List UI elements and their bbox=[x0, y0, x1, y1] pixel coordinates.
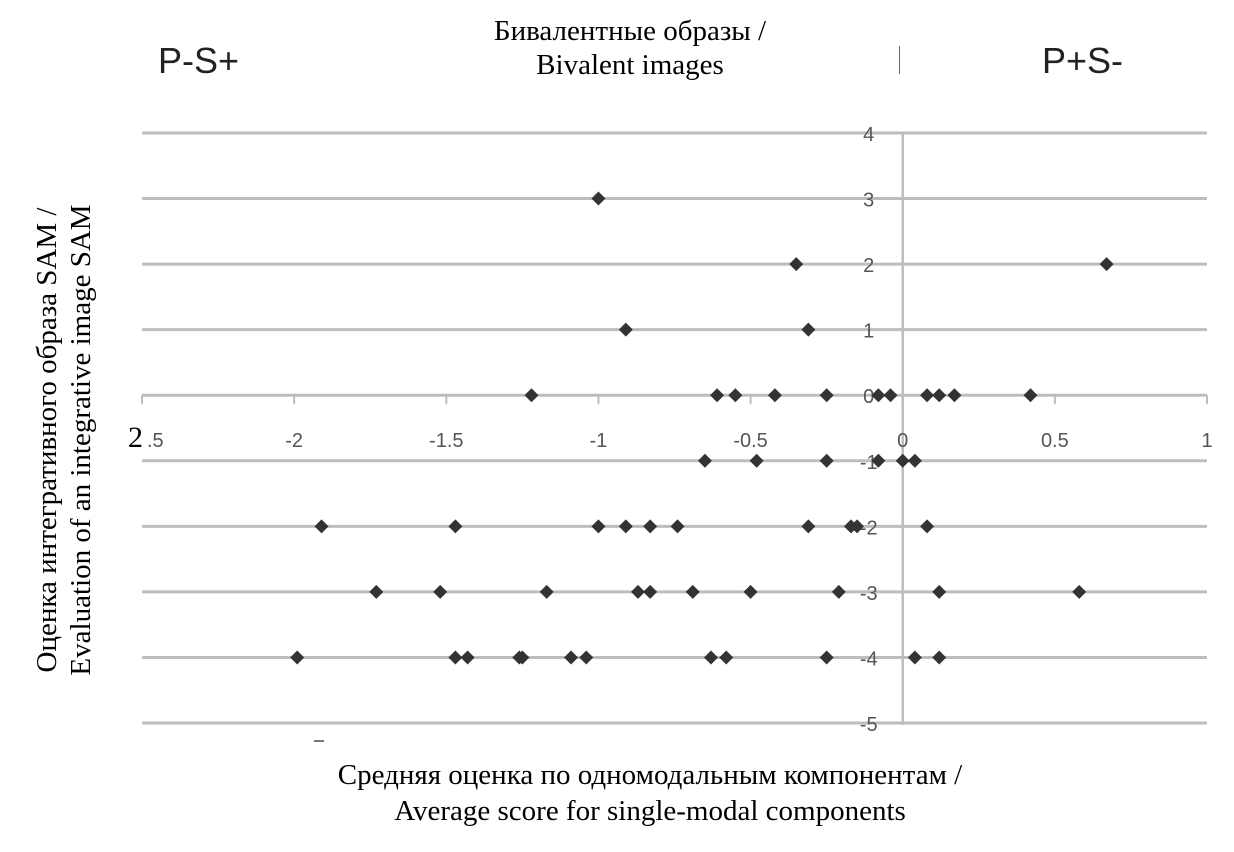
x-axis-label-en: Average score for single-modal component… bbox=[394, 795, 906, 827]
x-tick-label: 0 bbox=[897, 430, 908, 452]
data-point-marker bbox=[831, 584, 846, 599]
data-point-marker bbox=[697, 453, 712, 468]
x-tick-label: -2 bbox=[285, 430, 303, 452]
data-point-marker bbox=[850, 519, 865, 534]
y-tick-label: -2 bbox=[860, 517, 878, 539]
data-point-marker bbox=[290, 650, 305, 665]
separator-mark bbox=[899, 46, 900, 74]
data-point-marker bbox=[883, 388, 898, 403]
data-point-marker bbox=[907, 650, 922, 665]
data-point-marker bbox=[819, 453, 834, 468]
data-point-marker bbox=[743, 584, 758, 599]
data-point-marker bbox=[643, 584, 658, 599]
data-point-marker bbox=[789, 257, 804, 272]
x-tick-label: -1 bbox=[590, 430, 608, 452]
data-point-marker bbox=[719, 650, 734, 665]
data-point-marker bbox=[591, 191, 606, 206]
data-point-marker bbox=[932, 650, 947, 665]
x-tick-label: 1 bbox=[1201, 430, 1212, 452]
data-point-marker bbox=[448, 650, 463, 665]
y-tick-label: -1 bbox=[860, 452, 878, 474]
data-point-marker bbox=[685, 584, 700, 599]
data-point-marker bbox=[932, 584, 947, 599]
x-axis-label: Средняя оценка по одномодальным компонен… bbox=[200, 757, 1100, 829]
data-point-marker bbox=[564, 650, 579, 665]
y-tick-label: 4 bbox=[863, 124, 874, 146]
x-tick-label: 0.5 bbox=[1041, 430, 1069, 452]
y-tick-label: -5 bbox=[860, 714, 878, 736]
data-point-marker bbox=[728, 388, 743, 403]
data-point-marker bbox=[819, 650, 834, 665]
data-point-marker bbox=[907, 453, 922, 468]
data-point-marker bbox=[539, 584, 554, 599]
chart-title: Бивалентные образы / Bivalent images bbox=[430, 14, 830, 82]
data-point-marker bbox=[1072, 584, 1087, 599]
data-point-marker bbox=[920, 388, 935, 403]
data-point-marker bbox=[920, 519, 935, 534]
data-point-marker bbox=[819, 388, 834, 403]
data-point-marker bbox=[591, 519, 606, 534]
data-point-marker bbox=[704, 650, 719, 665]
data-point-marker bbox=[618, 519, 633, 534]
chart-title-en: Bivalent images bbox=[536, 49, 724, 81]
data-point-marker bbox=[801, 519, 816, 534]
y-tick-label: 2 bbox=[863, 255, 874, 277]
data-point-marker bbox=[670, 519, 685, 534]
y-tick-label: -3 bbox=[860, 583, 878, 605]
data-point-marker bbox=[871, 453, 886, 468]
data-point-marker bbox=[524, 388, 539, 403]
data-point-marker bbox=[618, 322, 633, 337]
x-tick-label: -0.5 bbox=[733, 430, 767, 452]
quadrant-label-p-plus-s-minus: P+S- bbox=[1042, 40, 1124, 81]
x-tick-label: -1.5 bbox=[429, 430, 463, 452]
data-point-marker bbox=[1023, 388, 1038, 403]
x-tick-overlap-digit: 2 bbox=[128, 421, 143, 454]
x-tick-label: .5 bbox=[147, 430, 164, 452]
data-point-marker bbox=[767, 388, 782, 403]
y-tick-label: 1 bbox=[863, 321, 874, 343]
data-point-marker bbox=[895, 453, 910, 468]
data-point-marker bbox=[460, 650, 475, 665]
data-point-marker bbox=[314, 519, 329, 534]
data-point-marker bbox=[369, 584, 384, 599]
data-point-marker bbox=[749, 453, 764, 468]
quadrant-label-p-minus-s-plus: P-S+ bbox=[158, 40, 240, 81]
y-tick-label: -4 bbox=[860, 648, 878, 670]
y-tick-label: 0 bbox=[863, 386, 874, 408]
data-point-marker bbox=[947, 388, 962, 403]
data-point-marker bbox=[871, 388, 886, 403]
y-tick-label: 3 bbox=[863, 190, 874, 212]
data-point-marker bbox=[630, 584, 645, 599]
data-point-marker bbox=[515, 650, 530, 665]
data-point-marker bbox=[710, 388, 725, 403]
data-point-marker bbox=[643, 519, 658, 534]
data-point-marker bbox=[448, 519, 463, 534]
data-point-marker bbox=[932, 388, 947, 403]
data-point-marker bbox=[801, 322, 816, 337]
data-point-marker bbox=[433, 584, 448, 599]
x-axis-label-ru: Средняя оценка по одномодальным компонен… bbox=[337, 759, 963, 791]
data-point-marker bbox=[579, 650, 594, 665]
chart-title-ru: Бивалентные образы / bbox=[493, 15, 767, 47]
data-point-marker bbox=[1099, 257, 1114, 272]
